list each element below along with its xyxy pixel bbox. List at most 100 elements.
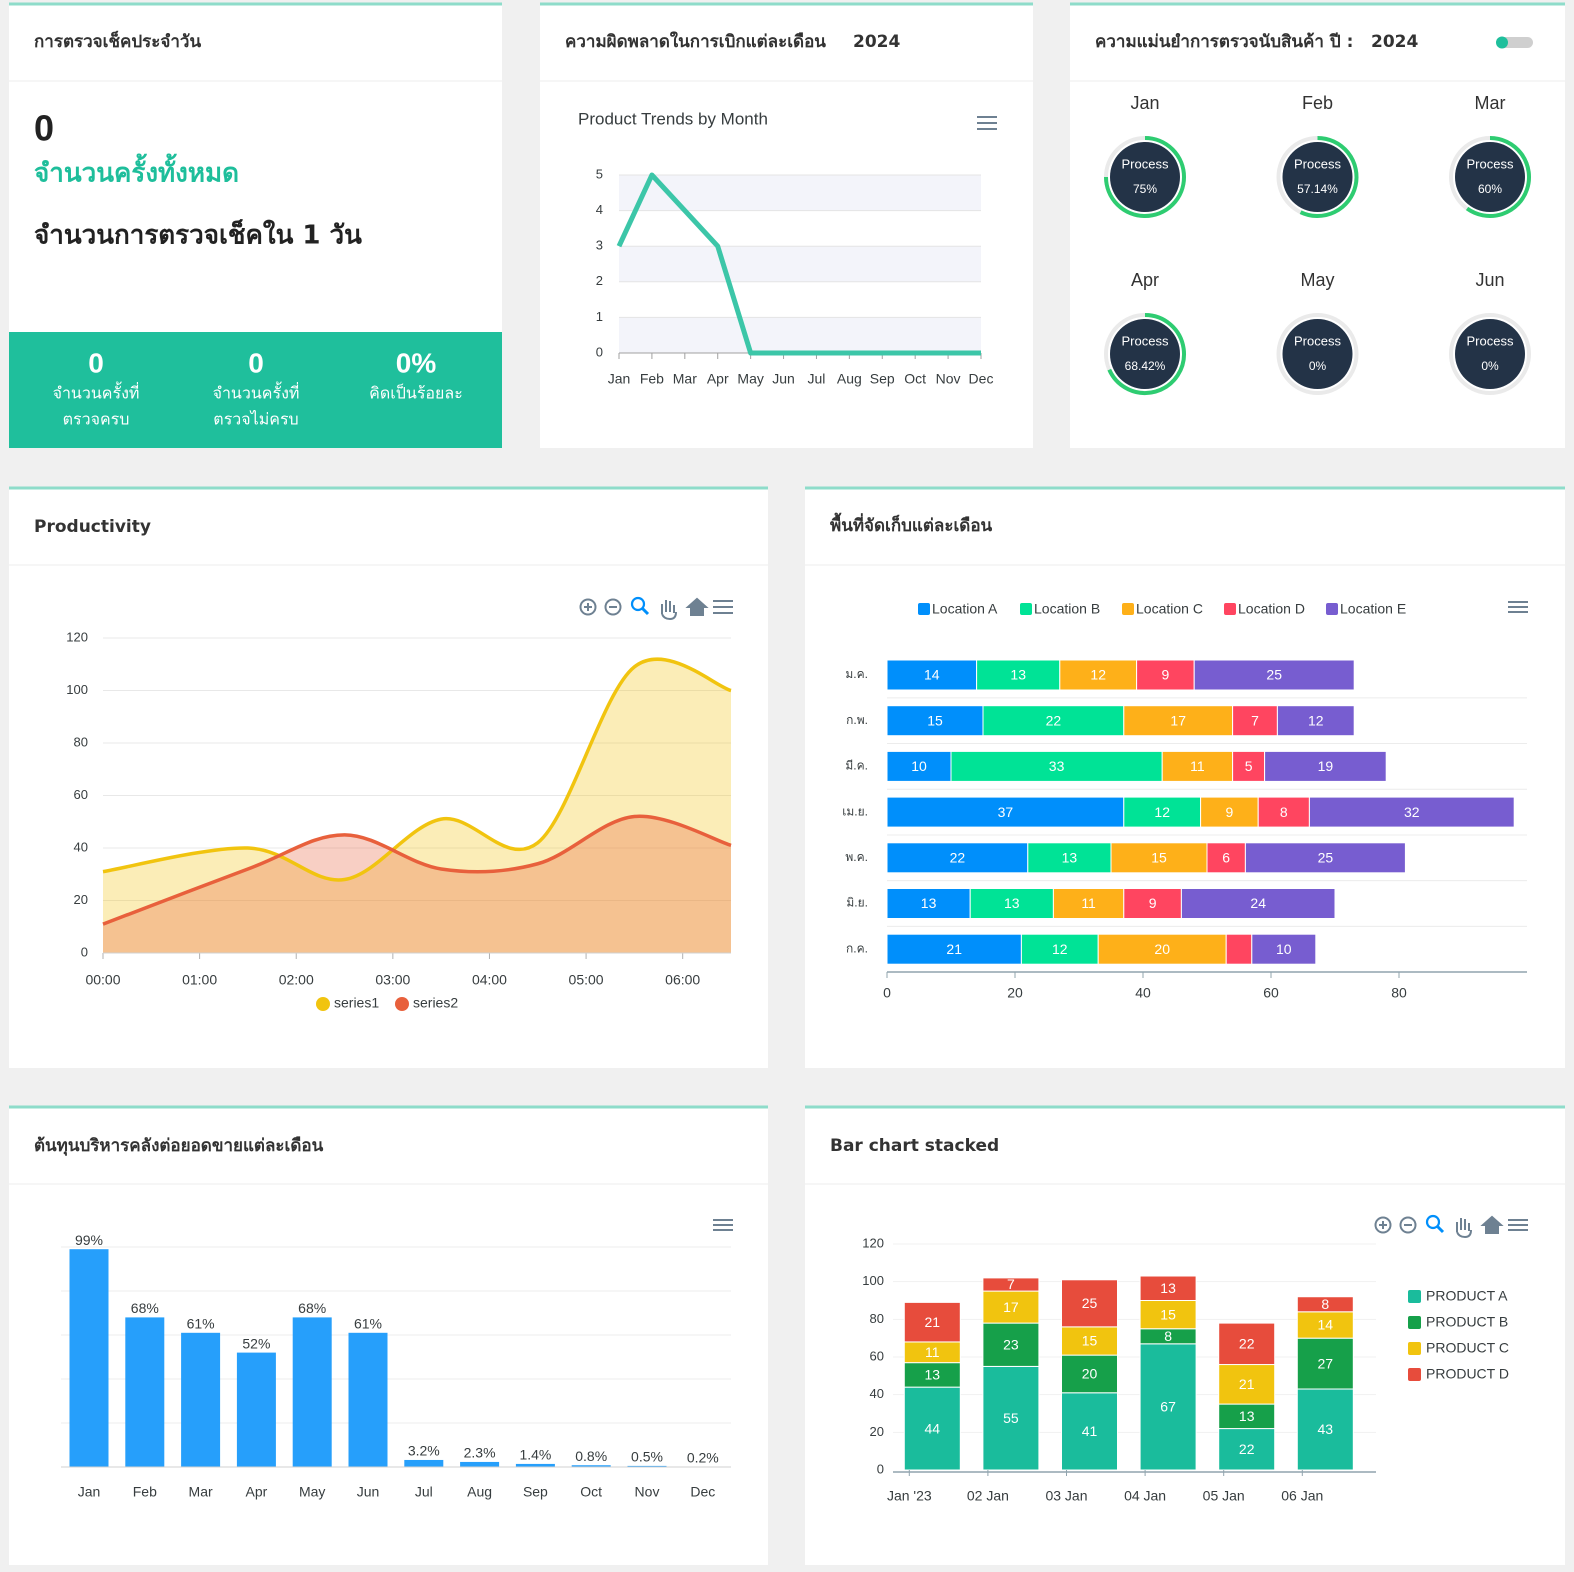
data-label: 21 [925, 1314, 941, 1330]
bar-segment [982, 705, 1125, 737]
bar-segment [1059, 659, 1138, 691]
menu-icon-lines[interactable] [1508, 1219, 1528, 1231]
x-tick-label: Oct [904, 371, 926, 387]
gauge-label: Process [1122, 156, 1169, 171]
menu-icon[interactable] [713, 1219, 733, 1231]
x-tick-label: Jan [608, 371, 631, 387]
data-label: 21 [1239, 1376, 1255, 1392]
total-label: จำนวนครั้งทั้งหมด [34, 153, 239, 189]
data-label: 13 [1239, 1408, 1255, 1424]
bar [348, 1332, 388, 1467]
reset[interactable] [1480, 1215, 1504, 1234]
data-label: 61% [354, 1316, 382, 1332]
legend-label: Location E [1340, 601, 1406, 617]
menu-icon-lines[interactable] [713, 1219, 733, 1231]
toggle-knob[interactable] [1496, 36, 1508, 49]
bar-segment [1123, 888, 1182, 919]
data-label: 55 [1003, 1410, 1019, 1426]
data-label: 2.3% [464, 1445, 496, 1461]
data-label: 8 [1164, 1328, 1172, 1344]
gauge-label: Process [1467, 333, 1514, 348]
menu-icon[interactable] [977, 116, 997, 130]
menu-icon[interactable] [713, 600, 733, 614]
gauge-label: Process [1294, 333, 1341, 348]
zoom[interactable] [630, 596, 646, 612]
menu-icon-lines[interactable] [713, 600, 733, 614]
zoom-out[interactable] [1399, 1216, 1417, 1234]
month-label: Jan [1130, 93, 1159, 113]
data-label: 15 [1151, 850, 1167, 866]
gauge-value: 68.42% [1125, 359, 1166, 373]
gauge-track [1276, 313, 1359, 395]
y-tick-label: 5 [596, 166, 603, 181]
legend-label: Location C [1136, 601, 1203, 617]
menu-icon-lines[interactable] [1508, 601, 1528, 613]
bar-segment [1251, 933, 1317, 965]
data-label: 25 [1318, 850, 1334, 866]
bar [571, 1465, 611, 1467]
data-label: 3.2% [408, 1443, 440, 1459]
toolbar[interactable] [579, 596, 709, 621]
x-tick-label: 06 Jan [1281, 1488, 1323, 1504]
data-label: 20 [1154, 941, 1170, 957]
x-tick-label: Nov [936, 371, 961, 387]
data-label: 19 [1318, 758, 1334, 774]
bar-segment [1218, 1322, 1276, 1366]
y-tick-label: 40 [74, 839, 88, 854]
data-label: 99% [75, 1232, 103, 1248]
x-tick-label: Nov [635, 1484, 660, 1500]
x-tick-label: Apr [246, 1484, 268, 1500]
legend-marker [1224, 603, 1236, 615]
gauge-value: 75% [1133, 182, 1157, 196]
zoom-in-sign[interactable] [584, 603, 592, 611]
pan[interactable] [661, 600, 677, 621]
pan[interactable] [1456, 1218, 1472, 1239]
bar-segment [1276, 705, 1355, 737]
x-tick-label: Feb [640, 371, 664, 387]
data-label: 23 [1003, 1336, 1019, 1352]
zoom-handle[interactable] [1435, 1224, 1445, 1234]
legend-label: Location D [1238, 601, 1305, 617]
data-label: 41 [1082, 1423, 1098, 1439]
zoom-out[interactable] [604, 598, 622, 616]
menu-icon[interactable] [1508, 601, 1528, 613]
legend-marker [1020, 603, 1032, 615]
gauge-label: Process [1122, 333, 1169, 348]
data-label: 12 [1090, 667, 1106, 683]
zoom[interactable] [1425, 1214, 1441, 1230]
legend-marker [1326, 603, 1338, 615]
gauge-arc [1299, 136, 1359, 218]
zoom-in-sign[interactable] [1379, 1221, 1387, 1229]
legend-marker [1122, 603, 1134, 615]
gauge-hole [1455, 319, 1525, 389]
menu-icon-lines[interactable] [977, 116, 997, 130]
bar-segment [1244, 842, 1406, 874]
menu-icon[interactable] [1508, 1219, 1528, 1231]
zoom-handle[interactable] [640, 606, 650, 616]
y-tick-label: 20 [74, 892, 88, 907]
x-tick-label: May [299, 1484, 325, 1500]
bar-segment [982, 1322, 1040, 1367]
x-tick-label: Dec [690, 1484, 715, 1500]
y-tick-label: มี.ค. [845, 759, 868, 773]
bar-segment [982, 1290, 1040, 1324]
bar [125, 1317, 165, 1467]
x-tick-label: 01:00 [182, 972, 217, 988]
grid-band [619, 246, 981, 282]
toolbar[interactable] [1374, 1214, 1504, 1239]
y-tick-label: 2 [596, 273, 603, 288]
area [103, 816, 731, 953]
legend-marker [395, 997, 409, 1011]
toggle[interactable] [1496, 36, 1533, 49]
bar-segment [1218, 1403, 1276, 1430]
bar [404, 1459, 444, 1467]
y-tick-label: 40 [870, 1386, 884, 1401]
zoom-in[interactable] [579, 598, 597, 616]
data-label: 11 [1081, 895, 1096, 911]
bar-segment [969, 888, 1054, 919]
data-label: 22 [1046, 712, 1062, 728]
zoom-in[interactable] [1374, 1216, 1392, 1234]
reset[interactable] [685, 597, 709, 616]
data-label: 22 [1239, 1441, 1255, 1457]
legend-label: PRODUCT C [1426, 1340, 1509, 1356]
